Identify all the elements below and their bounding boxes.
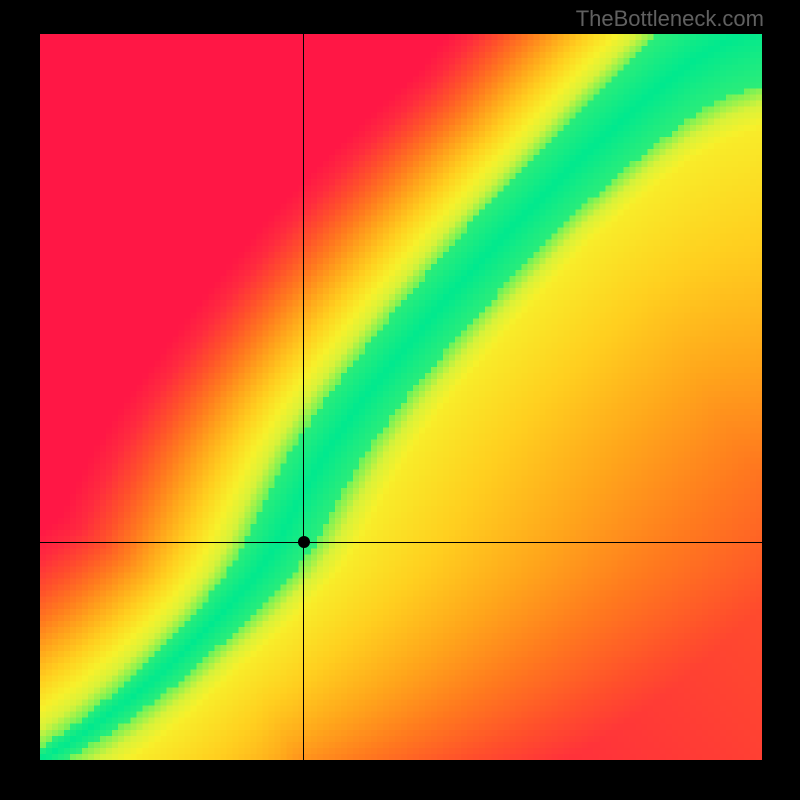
crosshair-horizontal <box>40 542 762 543</box>
chart-container: TheBottleneck.com <box>0 0 800 800</box>
data-point-marker <box>298 536 310 548</box>
bottleneck-heatmap <box>40 34 762 760</box>
crosshair-vertical <box>303 34 304 760</box>
watermark-text: TheBottleneck.com <box>576 6 764 32</box>
